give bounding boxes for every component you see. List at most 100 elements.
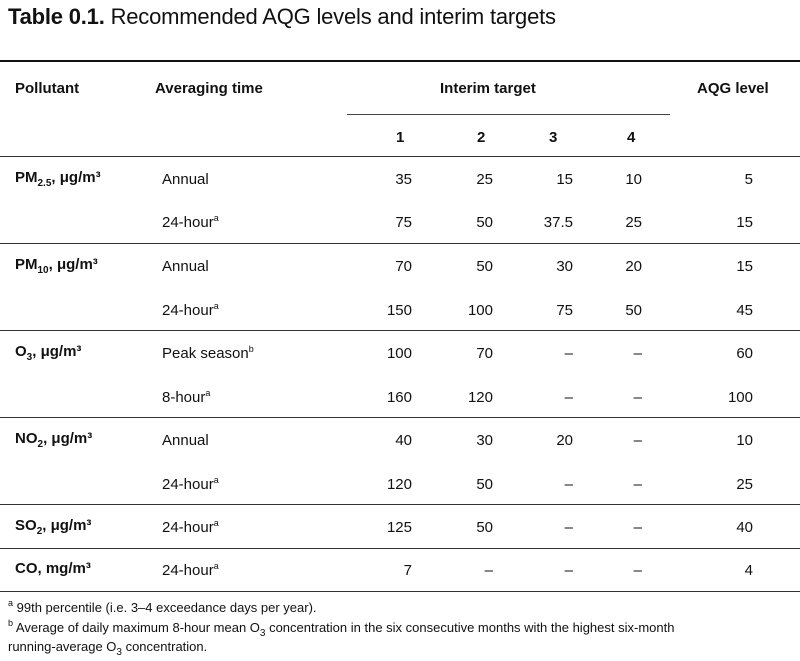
footnote-marker: a bbox=[213, 301, 219, 311]
averaging-time-text: 24-hour bbox=[162, 476, 214, 493]
averaging-time-cell: 8-houra bbox=[162, 388, 211, 407]
footnote-a: a 99th percentile (i.e. 3–4 exceedance d… bbox=[8, 598, 317, 616]
pollutant-cell: O3, μg/m³ bbox=[15, 343, 82, 363]
aqg-level-cell: 5 bbox=[744, 171, 753, 188]
averaging-time-text: Peak season bbox=[162, 345, 249, 362]
interim-target-underline bbox=[347, 114, 670, 115]
pollutant-unit: , μg/m³ bbox=[32, 343, 82, 360]
interim-target-4-cell: – bbox=[633, 432, 642, 449]
footnote-b-text-2: concentration in the six consecutive mon… bbox=[265, 620, 675, 635]
interim-target-2-cell: – bbox=[484, 562, 493, 579]
row-group-rule bbox=[0, 330, 800, 331]
interim-target-1-cell: 120 bbox=[386, 476, 412, 493]
pollutant-name: PM bbox=[15, 256, 38, 273]
interim-target-2-cell: 30 bbox=[476, 432, 493, 449]
interim-target-2-cell: 50 bbox=[476, 519, 493, 536]
header-pollutant: Pollutant bbox=[15, 80, 80, 97]
footnote-b-text-4: concentration. bbox=[121, 639, 208, 654]
interim-target-1-cell: 35 bbox=[395, 171, 412, 188]
footnote-marker: a bbox=[205, 388, 211, 398]
row-group-rule bbox=[0, 243, 800, 244]
footnote-marker: a bbox=[213, 213, 219, 223]
pollutant-cell: PM10, μg/m³ bbox=[15, 256, 98, 276]
row-group-rule bbox=[0, 504, 800, 505]
averaging-time-text: 24-hour bbox=[162, 562, 214, 579]
averaging-time-text: Annual bbox=[162, 432, 209, 449]
interim-target-3-cell: – bbox=[564, 562, 573, 579]
footnote-b-text-3: running-average O bbox=[8, 639, 117, 654]
interim-target-4-cell: – bbox=[633, 476, 642, 493]
interim-target-2-cell: 50 bbox=[476, 476, 493, 493]
aqg-level-cell: 40 bbox=[736, 519, 753, 536]
averaging-time-cell: 24-houra bbox=[162, 518, 219, 537]
pollutant-cell: PM2.5, μg/m³ bbox=[15, 169, 101, 189]
aqg-level-cell: 15 bbox=[736, 258, 753, 275]
interim-target-1-cell: 40 bbox=[395, 432, 412, 449]
averaging-time-text: 24-hour bbox=[162, 519, 214, 536]
interim-target-3-cell: – bbox=[564, 345, 573, 362]
pollutant-subscript: 2 bbox=[36, 526, 43, 537]
interim-target-4-cell: 50 bbox=[625, 302, 642, 319]
pollutant-unit: , μg/m³ bbox=[51, 169, 101, 186]
header-interim-target: Interim target bbox=[440, 80, 536, 97]
interim-target-3-cell: 75 bbox=[556, 302, 573, 319]
table-top-rule bbox=[0, 60, 800, 62]
header-target-1: 1 bbox=[396, 129, 405, 146]
pollutant-subscript: 2 bbox=[37, 439, 44, 450]
pollutant-cell: NO2, μg/m³ bbox=[15, 430, 93, 450]
interim-target-1-cell: 70 bbox=[395, 258, 412, 275]
averaging-time-cell: Annual bbox=[162, 432, 209, 449]
pollutant-name: NO bbox=[15, 430, 38, 447]
averaging-time-text: Annual bbox=[162, 171, 209, 188]
aqg-level-cell: 25 bbox=[736, 476, 753, 493]
interim-target-1-cell: 125 bbox=[386, 519, 412, 536]
interim-target-4-cell: – bbox=[633, 562, 642, 579]
table-number: Table 0.1. bbox=[8, 4, 105, 29]
header-target-4: 4 bbox=[627, 129, 636, 146]
interim-target-1-cell: 75 bbox=[395, 214, 412, 231]
averaging-time-cell: Annual bbox=[162, 258, 209, 275]
footnote-marker: b bbox=[248, 344, 254, 354]
aqg-level-cell: 100 bbox=[727, 389, 753, 406]
header-target-2: 2 bbox=[477, 129, 486, 146]
footnote-b-continued: running-average O3 concentration. bbox=[8, 639, 208, 658]
interim-target-3-cell: 37.5 bbox=[543, 214, 573, 231]
footnote-marker: a bbox=[213, 518, 219, 528]
pollutant-name: PM bbox=[15, 169, 38, 186]
aqg-level-cell: 10 bbox=[736, 432, 753, 449]
footnote-b-sub-2: 3 bbox=[116, 647, 122, 658]
interim-target-3-cell: – bbox=[564, 389, 573, 406]
aqg-level-cell: 45 bbox=[736, 302, 753, 319]
averaging-time-text: 24-hour bbox=[162, 302, 214, 319]
row-group-rule bbox=[0, 417, 800, 418]
interim-target-4-cell: – bbox=[633, 389, 642, 406]
interim-target-2-cell: 50 bbox=[476, 258, 493, 275]
interim-target-2-cell: 100 bbox=[467, 302, 493, 319]
interim-target-1-cell: 160 bbox=[386, 389, 412, 406]
footnote-marker: a bbox=[213, 475, 219, 485]
footnote-b: b Average of daily maximum 8-hour mean O… bbox=[8, 619, 675, 639]
interim-target-4-cell: – bbox=[633, 345, 642, 362]
averaging-time-cell: 24-houra bbox=[162, 475, 219, 494]
interim-target-3-cell: – bbox=[564, 519, 573, 536]
averaging-time-cell: 24-houra bbox=[162, 213, 219, 232]
interim-target-3-cell: 30 bbox=[556, 258, 573, 275]
aqg-level-cell: 4 bbox=[744, 562, 753, 579]
header-target-3: 3 bbox=[549, 129, 558, 146]
aqg-level-cell: 60 bbox=[736, 345, 753, 362]
averaging-time-cell: 24-houra bbox=[162, 562, 219, 580]
interim-target-3-cell: – bbox=[564, 476, 573, 493]
averaging-time-text: Annual bbox=[162, 258, 209, 275]
pollutant-unit: , μg/m³ bbox=[42, 517, 92, 534]
averaging-time-cell: 24-houra bbox=[162, 301, 219, 320]
interim-target-2-cell: 25 bbox=[476, 171, 493, 188]
interim-target-4-cell: 10 bbox=[625, 171, 642, 188]
averaging-time-text: 24-hour bbox=[162, 214, 214, 231]
pollutant-unit: , μg/m³ bbox=[48, 256, 98, 273]
interim-target-1-cell: 100 bbox=[386, 345, 412, 362]
footnote-a-mark: a bbox=[8, 598, 14, 608]
interim-target-1-cell: 7 bbox=[403, 562, 412, 579]
averaging-time-cell: Peak seasonb bbox=[162, 344, 254, 363]
row-group-rule bbox=[0, 548, 800, 549]
pollutant-unit: , μg/m³ bbox=[43, 430, 93, 447]
